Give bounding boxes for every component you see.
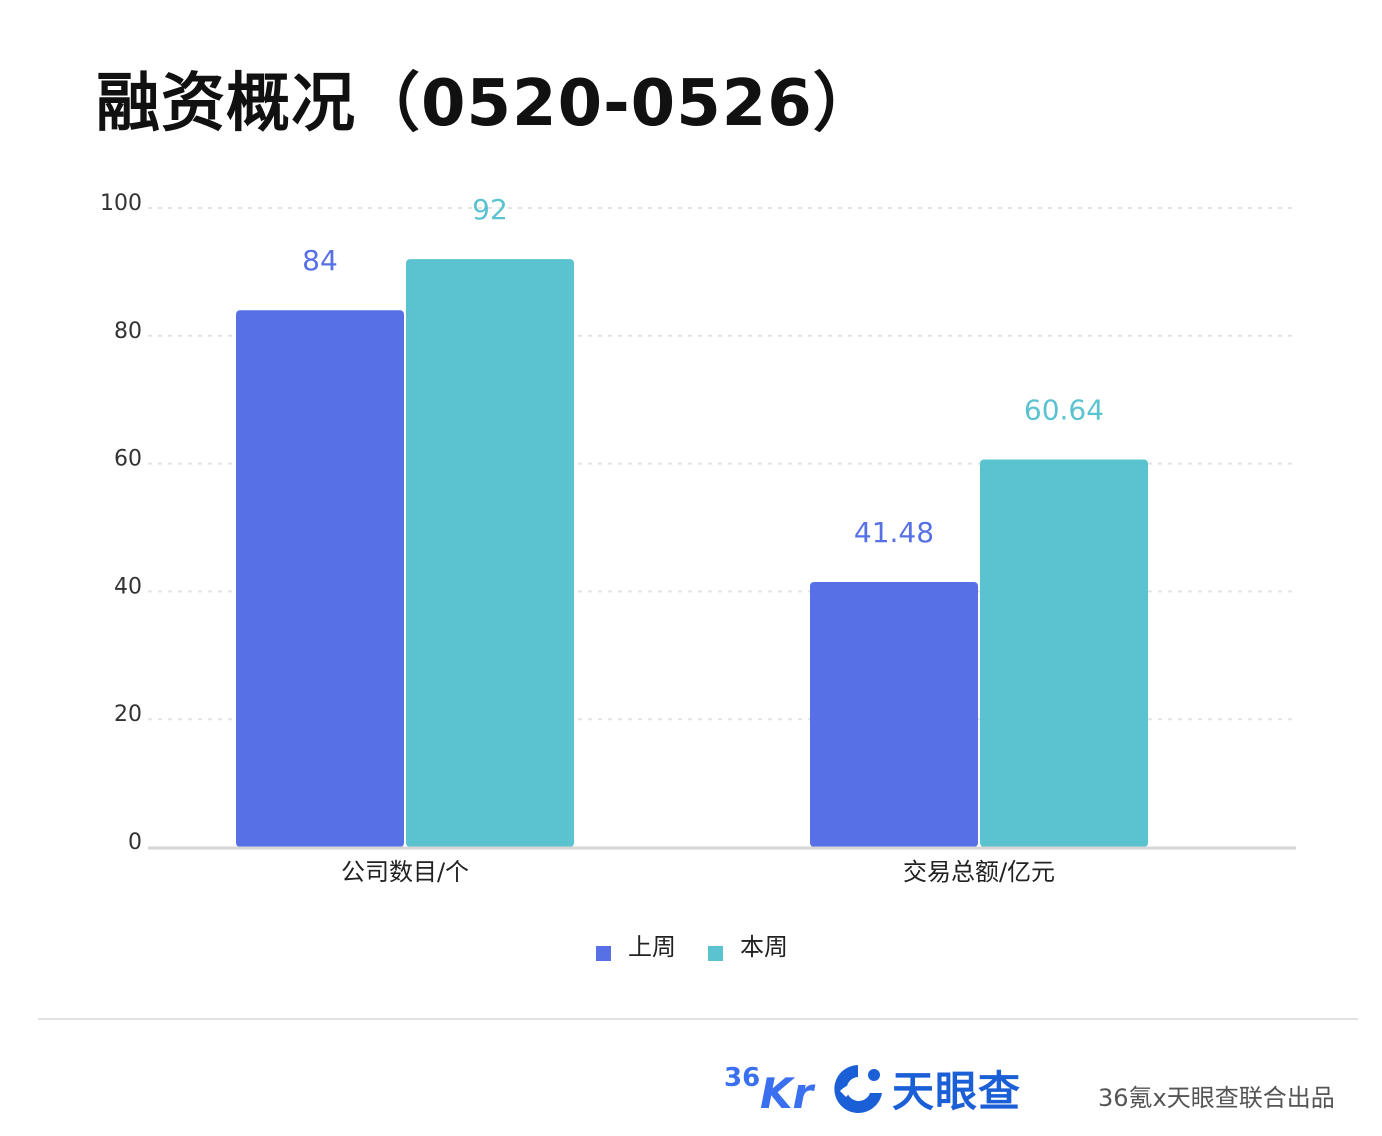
y-tick-label: 40 (114, 574, 142, 599)
y-axis-ticks: 0 20 40 60 80 100 (100, 191, 142, 855)
data-label: 41.48 (854, 516, 934, 549)
footer-divider (38, 1018, 1358, 1020)
legend-swatch (596, 946, 611, 961)
bar (810, 581, 978, 847)
category-labels: 公司数目/个 交易总额/亿元 (341, 858, 1055, 886)
bar (236, 310, 404, 847)
bar-chart: 0 20 40 60 80 100 84 92 41.48 60.64 公司数目/个 交易总额/亿… (100, 191, 1296, 961)
data-labels: 84 92 41.48 60.64 (302, 193, 1104, 549)
legend-label: 上周 (628, 933, 676, 961)
svg-text:36: 36 (724, 1063, 760, 1093)
legend-swatch (708, 946, 723, 961)
y-tick-label: 80 (114, 319, 142, 344)
credit-text: 36氪x天眼查联合出品 (1098, 1084, 1335, 1112)
svg-text:Kr: Kr (760, 1069, 816, 1114)
data-label: 84 (302, 244, 338, 277)
36kr-logo: 36 Kr (724, 1063, 816, 1114)
tianyancha-eye-icon (834, 1064, 882, 1113)
data-label: 92 (472, 193, 508, 226)
bar (406, 259, 574, 847)
data-label: 60.64 (1024, 394, 1104, 427)
legend: 上周 本周 (596, 933, 788, 961)
y-tick-label: 0 (128, 830, 142, 855)
bars (236, 259, 1148, 847)
chart-title: 融资概况（0520-0526） (96, 67, 878, 141)
tianyancha-wordmark: 天眼查 (892, 1067, 1022, 1116)
y-tick-label: 100 (100, 191, 142, 216)
bar (980, 459, 1148, 847)
category-label: 交易总额/亿元 (903, 858, 1055, 886)
y-tick-label: 20 (114, 702, 142, 727)
tianyancha-logo: 天眼查 (830, 1058, 1021, 1119)
y-tick-label: 60 (114, 447, 142, 472)
category-label: 公司数目/个 (341, 858, 469, 886)
legend-label: 本周 (740, 933, 788, 961)
